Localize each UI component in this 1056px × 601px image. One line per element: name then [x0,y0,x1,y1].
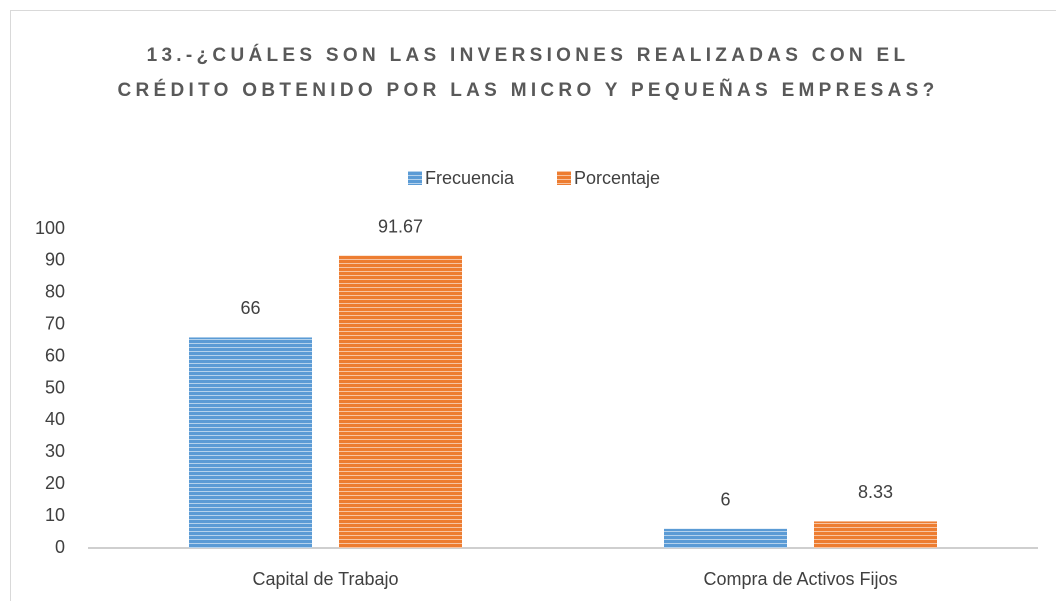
legend-label: Frecuencia [425,168,515,188]
y-tick-label: 30 [45,441,65,461]
value-label: 8.33 [858,482,893,502]
value-label: 91.67 [378,216,423,236]
value-label: 6 [720,490,730,510]
x-tick-label: Compra de Activos Fijos [703,569,897,589]
chart-title: 13.-¿CUÁLES SON LAS INVERSIONES REALIZAD… [117,45,939,101]
y-tick-label: 10 [45,505,65,525]
y-tick-label: 50 [45,377,65,397]
y-tick-label: 0 [55,537,65,557]
chart-border [10,10,1056,601]
y-tick-label: 70 [45,313,65,333]
x-tick-label: Capital de Trabajo [252,569,398,589]
y-tick-label: 80 [45,282,65,302]
y-tick-label: 90 [45,250,65,270]
legend-swatch [557,171,571,185]
y-tick-label: 40 [45,409,65,429]
y-tick-label: 20 [45,473,65,493]
y-tick-label: 60 [45,345,65,365]
bar [339,255,462,548]
legend-swatch [408,171,422,185]
bar [664,528,787,548]
legend-label: Porcentaje [574,168,660,188]
y-tick-label: 100 [35,218,65,238]
bar [189,337,312,548]
value-label: 66 [240,298,260,318]
bar [814,521,937,548]
